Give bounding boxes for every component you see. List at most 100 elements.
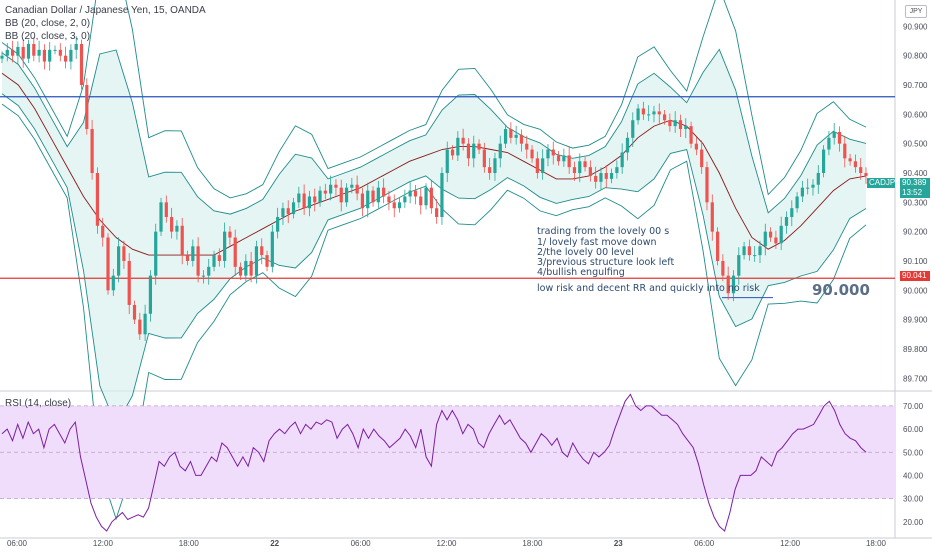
candle-up xyxy=(69,49,73,62)
candle-down xyxy=(382,187,386,197)
rsi-tick-label: 30.00 xyxy=(903,495,924,504)
candle-down xyxy=(164,202,168,217)
candle-down xyxy=(95,173,100,226)
big-level-label: 90.000 xyxy=(812,281,870,299)
candle-down xyxy=(551,149,555,156)
bb2-legend[interactable]: BB (20, close, 3, 0) xyxy=(5,31,91,42)
candle-down xyxy=(138,319,142,335)
annotation-line-3: 2/the lovely 00 level xyxy=(537,247,634,258)
candle-up xyxy=(344,187,349,203)
rsi-tick-label: 20.00 xyxy=(903,518,924,527)
candle-down xyxy=(837,131,842,144)
candle-down xyxy=(525,143,529,150)
candle-down xyxy=(482,149,486,168)
rsi-tick-label: 40.00 xyxy=(903,471,924,480)
bb3-lower-band xyxy=(1,103,867,521)
price-tick-label: 90.800 xyxy=(903,52,928,61)
rsi-legend[interactable]: RSI (14, close) xyxy=(5,398,72,409)
time-tick-label: 06:00 xyxy=(351,539,372,548)
candle-up xyxy=(498,143,502,159)
candle-up xyxy=(37,49,41,56)
price-tick-label: 90.500 xyxy=(903,140,928,149)
candle-up xyxy=(244,260,248,276)
candle-down xyxy=(355,184,359,194)
candle-up xyxy=(175,225,179,232)
candle-down xyxy=(843,143,847,159)
candle-up xyxy=(424,187,428,206)
candle-up xyxy=(111,275,115,291)
candle-up xyxy=(297,193,301,203)
candle-up xyxy=(0,55,4,59)
candle-up xyxy=(742,246,746,256)
candle-down xyxy=(260,246,264,256)
annotation-line-2: 1/ lovely fast move down xyxy=(537,237,657,248)
candle-down xyxy=(864,173,868,176)
price-tick-label: 90.300 xyxy=(903,198,928,207)
last-price-tag: 90.389 xyxy=(900,178,930,188)
candle-down xyxy=(64,55,68,62)
candle-up xyxy=(366,190,370,209)
candle-up xyxy=(609,173,614,179)
candle-up xyxy=(753,255,757,257)
candle-up xyxy=(5,49,9,56)
candle-down xyxy=(530,149,534,159)
candle-up xyxy=(456,137,460,156)
candle-down xyxy=(42,49,47,62)
candle-up xyxy=(514,134,518,138)
candle-down xyxy=(21,46,25,59)
bb1-legend[interactable]: BB (20, close, 2, 0) xyxy=(5,18,91,29)
candle-down xyxy=(334,184,338,188)
price-tick-label: 90.600 xyxy=(903,110,928,119)
candle-down xyxy=(11,49,15,56)
candle-up xyxy=(53,49,57,51)
candle-up xyxy=(806,187,810,189)
candle-down xyxy=(286,208,290,215)
candle-up xyxy=(191,246,195,261)
candle-down xyxy=(392,202,396,209)
candle-up xyxy=(800,187,804,197)
candle-down xyxy=(519,134,524,144)
currency-badge[interactable]: JPY xyxy=(905,5,927,18)
candle-down xyxy=(371,190,375,203)
bb-basis-line xyxy=(1,72,867,256)
candle-up xyxy=(578,161,582,174)
price-tick-label: 89.800 xyxy=(903,345,928,354)
candle-down xyxy=(721,260,725,276)
candle-up xyxy=(254,246,259,276)
candle-up xyxy=(625,137,630,153)
candle-up xyxy=(631,120,635,138)
candle-down xyxy=(710,202,714,232)
candle-down xyxy=(228,231,232,238)
candle-up xyxy=(647,114,651,116)
bb2-lower-band xyxy=(1,93,867,427)
candle-up xyxy=(784,216,789,226)
candle-up xyxy=(440,173,444,217)
candle-up xyxy=(562,155,566,162)
candle-down xyxy=(477,143,481,150)
candle-up xyxy=(795,196,799,209)
rsi-tick-label: 70.00 xyxy=(903,402,924,411)
time-tick-label: 23 xyxy=(614,539,623,548)
candle-up xyxy=(408,190,412,197)
bb2-upper-band xyxy=(1,48,867,215)
candle-down xyxy=(535,158,539,174)
candle-up xyxy=(117,246,121,276)
candle-down xyxy=(572,167,577,174)
candle-down xyxy=(238,266,243,276)
candle-down xyxy=(678,120,683,130)
candle-up xyxy=(270,231,274,267)
candle-up xyxy=(620,152,624,168)
candle-down xyxy=(429,187,433,209)
candle-up xyxy=(673,120,677,127)
candle-down xyxy=(302,193,306,209)
candle-up xyxy=(281,208,285,217)
candle-down xyxy=(58,49,62,56)
time-tick-label: 12:00 xyxy=(780,539,801,548)
candle-down xyxy=(747,246,751,256)
annotation-line-1: trading from the lovely 00 s xyxy=(537,226,670,237)
candle-up xyxy=(827,137,831,150)
candle-down xyxy=(101,225,105,238)
annotation-line-5: 4/bullish engulfing xyxy=(537,267,625,278)
